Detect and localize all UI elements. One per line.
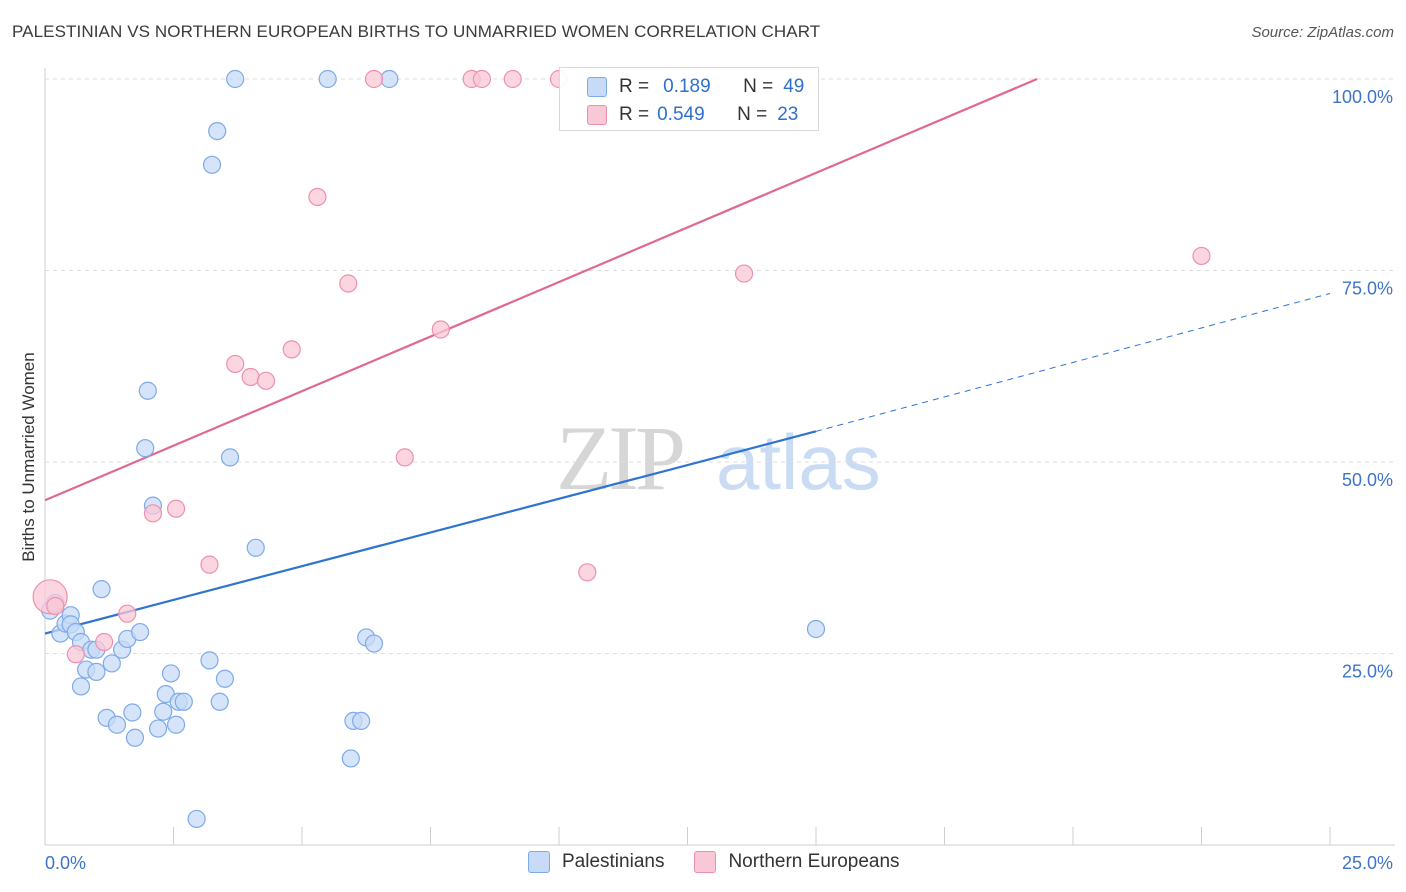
- northern-european-point: [503, 69, 522, 89]
- tick-labels: 100.0% 75.0% 50.0% 25.0% 0.0% 25.0%: [45, 87, 1393, 873]
- northern-european-point: [241, 367, 260, 387]
- legend-n-value: 23: [777, 104, 799, 125]
- watermark-zip: ZIP: [556, 407, 683, 509]
- northern-european-point: [166, 499, 186, 518]
- legend-swatch-blue: [528, 851, 550, 873]
- palestinian-point: [226, 69, 245, 89]
- data-points: [32, 69, 1211, 829]
- palestinian-point: [154, 702, 173, 721]
- northern-european-trend-line: [44, 77, 1038, 502]
- palestinian-point: [138, 381, 157, 400]
- palestinian-point: [341, 749, 360, 768]
- legend-n-label: N =: [743, 76, 774, 97]
- legend-swatch-pink: [587, 105, 607, 125]
- palestinian-point: [806, 619, 826, 639]
- palestinian-point: [208, 121, 227, 141]
- y-axis-label: Births to Unmarried Women: [19, 352, 38, 561]
- legend-row-palestinians: R = 0.189 N = 49: [560, 73, 804, 101]
- chart-title: PALESTINIAN VS NORTHERN EUROPEAN BIRTHS …: [12, 22, 821, 41]
- series-legend: Palestinians Northern Europeans: [528, 851, 930, 873]
- palestinian-point: [364, 634, 384, 653]
- x-tick-label: 0.0%: [45, 853, 86, 873]
- northern-european-point: [431, 320, 450, 339]
- northern-european-point: [66, 645, 85, 664]
- palestinian-point: [220, 448, 240, 467]
- legend-label-palestinians: Palestinians: [562, 851, 665, 872]
- northern-european-point: [143, 504, 163, 523]
- legend-r-value: 0.549: [657, 104, 705, 125]
- northern-european-point: [1192, 246, 1211, 266]
- northern-european-point: [395, 448, 414, 467]
- correlation-legend: R = 0.189 N = 49 R = 0.549 N = 23: [559, 67, 819, 131]
- northern-european-point: [578, 563, 597, 582]
- axes: [44, 68, 1395, 846]
- legend-swatch-blue: [587, 77, 607, 97]
- legend-n-label: N =: [737, 104, 768, 125]
- palestinian-point: [246, 538, 265, 557]
- northern-european-point: [46, 596, 65, 616]
- northern-european-point: [226, 354, 245, 374]
- northern-european-point: [200, 555, 219, 574]
- palestinian-point: [215, 669, 234, 688]
- northern-european-point: [256, 371, 276, 390]
- legend-row-northern-europeans: R = 0.549 N = 23: [560, 101, 798, 129]
- palestinian-trend-line: [44, 430, 817, 635]
- northern-european-point: [308, 187, 327, 207]
- palestinian-point: [161, 664, 181, 683]
- palestinian-point: [166, 715, 186, 734]
- palestinian-point: [71, 677, 91, 696]
- northern-european-point: [472, 69, 491, 89]
- palestinian-point: [136, 439, 155, 458]
- legend-item-palestinians: Palestinians: [528, 851, 664, 873]
- y-tick-label: 100.0%: [1332, 87, 1393, 107]
- palestinian-point: [92, 580, 111, 599]
- y-tick-label: 50.0%: [1342, 470, 1393, 490]
- legend-swatch-pink: [694, 851, 717, 873]
- legend-r-value: 0.189: [663, 76, 711, 97]
- palestinian-point: [210, 692, 229, 711]
- northern-european-point: [364, 69, 384, 89]
- gridlines: [45, 78, 1395, 654]
- northern-european-point: [95, 632, 114, 652]
- palestinian-point: [87, 662, 106, 681]
- palestinian-point: [352, 711, 371, 731]
- palestinian-point: [174, 692, 193, 711]
- northern-european-point: [339, 274, 358, 293]
- x-tick-label: 25.0%: [1342, 853, 1393, 873]
- palestinian-trend-extension: [815, 292, 1331, 432]
- palestinian-point: [318, 69, 337, 89]
- legend-item-northern-europeans: Northern Europeans: [694, 851, 900, 873]
- palestinian-point: [202, 155, 222, 174]
- palestinian-point: [187, 809, 206, 829]
- palestinian-point: [107, 715, 127, 734]
- trend-lines: [44, 77, 1331, 635]
- palestinian-point: [123, 703, 142, 722]
- legend-n-value: 49: [783, 76, 805, 97]
- source-label: Source: ZipAtlas.com: [1251, 24, 1394, 41]
- northern-european-point: [282, 340, 301, 359]
- palestinian-point: [148, 719, 168, 738]
- legend-r-label: R =: [619, 76, 650, 97]
- palestinian-point: [200, 651, 219, 670]
- legend-label-northern-europeans: Northern Europeans: [728, 851, 900, 872]
- palestinian-point: [130, 622, 150, 642]
- y-tick-label: 75.0%: [1342, 279, 1393, 299]
- northern-european-point: [734, 264, 754, 283]
- palestinian-point: [102, 654, 121, 673]
- northern-european-point: [118, 604, 137, 623]
- y-tick-label: 25.0%: [1342, 662, 1393, 682]
- legend-r-label: R =: [619, 104, 650, 125]
- palestinian-point: [380, 69, 399, 89]
- palestinian-point: [125, 728, 145, 747]
